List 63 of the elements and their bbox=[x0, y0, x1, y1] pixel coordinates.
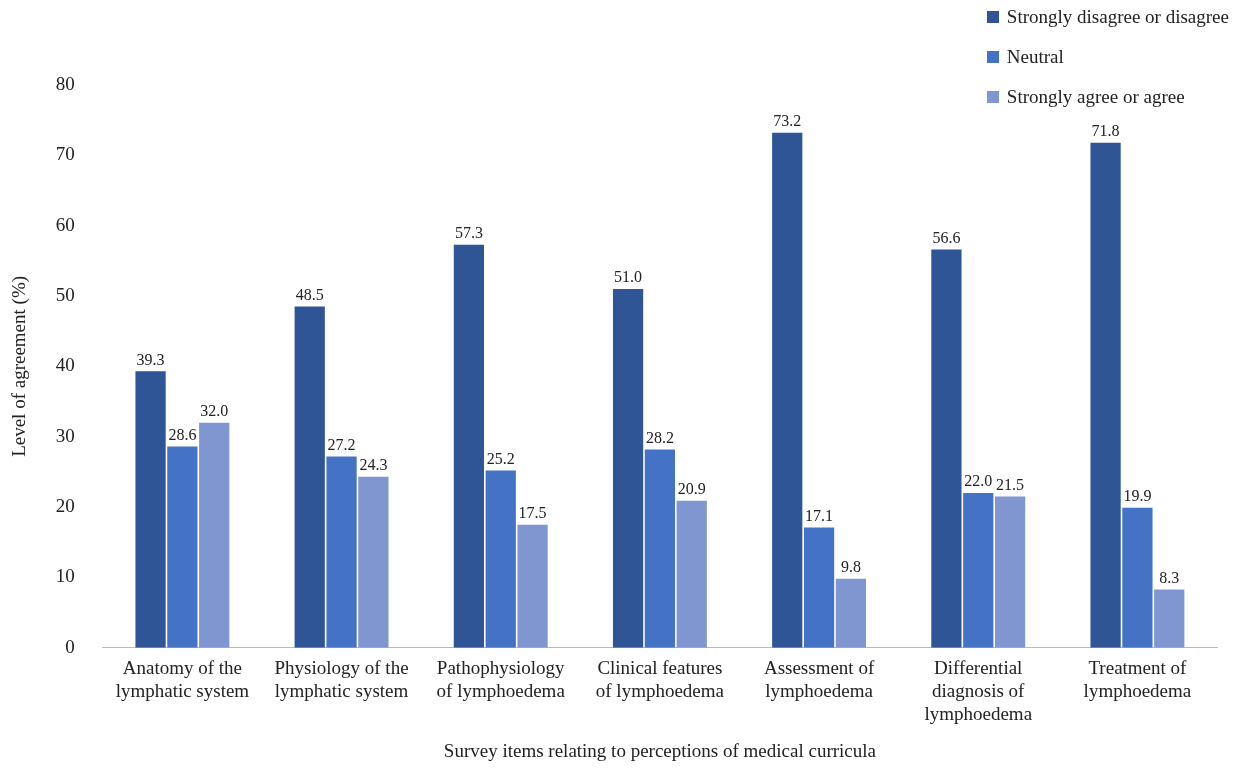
x-tick-label: Clinical features of lymphoedema bbox=[595, 657, 725, 701]
legend-label: Strongly agree or agree bbox=[1006, 86, 1185, 108]
data-label: 28.6 bbox=[168, 425, 197, 443]
bar bbox=[1090, 142, 1121, 648]
bar bbox=[326, 456, 357, 648]
x-tick-label: Treatment of lymphoedema bbox=[1083, 657, 1192, 701]
data-label: 22.0 bbox=[964, 472, 993, 490]
bar bbox=[135, 371, 166, 648]
bar bbox=[1154, 589, 1185, 648]
y-tick-label: 80 bbox=[55, 72, 75, 94]
y-axis-title: Level of agreement (%) bbox=[8, 275, 31, 457]
y-tick-label: 70 bbox=[55, 143, 75, 165]
y-tick-label: 50 bbox=[55, 284, 75, 306]
data-label: 48.5 bbox=[295, 285, 324, 303]
data-label: 27.2 bbox=[327, 435, 356, 453]
bar bbox=[644, 449, 676, 648]
bar bbox=[994, 496, 1026, 648]
data-label: 24.3 bbox=[359, 456, 388, 474]
bar bbox=[803, 527, 835, 648]
bar bbox=[931, 249, 962, 648]
data-label: 73.2 bbox=[773, 112, 802, 130]
data-label: 20.9 bbox=[677, 479, 706, 497]
x-tick-label: Pathophysiology of lymphoedema bbox=[436, 657, 566, 701]
bar bbox=[612, 289, 644, 648]
y-tick-label: 10 bbox=[55, 565, 75, 587]
data-label: 9.8 bbox=[840, 558, 861, 576]
data-label: 71.8 bbox=[1091, 121, 1120, 139]
bar bbox=[453, 244, 485, 648]
data-label: 32.0 bbox=[200, 401, 229, 419]
bar bbox=[963, 493, 994, 648]
data-label: 17.1 bbox=[805, 506, 834, 524]
y-tick-label: 20 bbox=[55, 495, 75, 517]
data-label: 25.2 bbox=[486, 449, 515, 467]
x-tick-label: Anatomy of the lymphatic system bbox=[115, 657, 250, 701]
x-tick-label: Physiology of the lymphatic system bbox=[274, 657, 409, 701]
data-label: 51.0 bbox=[614, 268, 643, 286]
y-tick-label: 40 bbox=[55, 354, 75, 376]
legend-label: Strongly disagree or disagree bbox=[1006, 6, 1229, 28]
data-label: 56.6 bbox=[932, 228, 961, 246]
data-label: 21.5 bbox=[996, 475, 1025, 493]
bar bbox=[676, 500, 707, 648]
y-tick-label: 30 bbox=[55, 424, 75, 446]
data-label: 28.2 bbox=[645, 428, 674, 446]
bar bbox=[294, 306, 325, 648]
bar bbox=[517, 524, 548, 648]
bar bbox=[167, 446, 198, 648]
bar bbox=[835, 578, 867, 648]
bar bbox=[772, 132, 803, 648]
x-tick-label: Differential diagnosis of lymphoedema bbox=[924, 657, 1033, 724]
data-label: 17.5 bbox=[518, 503, 547, 521]
x-axis-title: Survey items relating to perceptions of medical curricula bbox=[443, 739, 877, 761]
bar bbox=[358, 476, 389, 648]
data-label: 57.3 bbox=[454, 223, 483, 241]
bar bbox=[199, 422, 230, 648]
legend-label: Neutral bbox=[1006, 46, 1064, 68]
bar bbox=[1122, 507, 1153, 648]
data-label: 39.3 bbox=[136, 350, 165, 368]
data-label: 19.9 bbox=[1123, 487, 1152, 505]
bar bbox=[485, 470, 516, 648]
x-tick-label: Assessment of lymphoedema bbox=[763, 657, 875, 701]
y-tick-label: 0 bbox=[65, 635, 75, 657]
y-tick-label: 60 bbox=[55, 213, 75, 235]
data-label: 8.3 bbox=[1159, 568, 1180, 586]
